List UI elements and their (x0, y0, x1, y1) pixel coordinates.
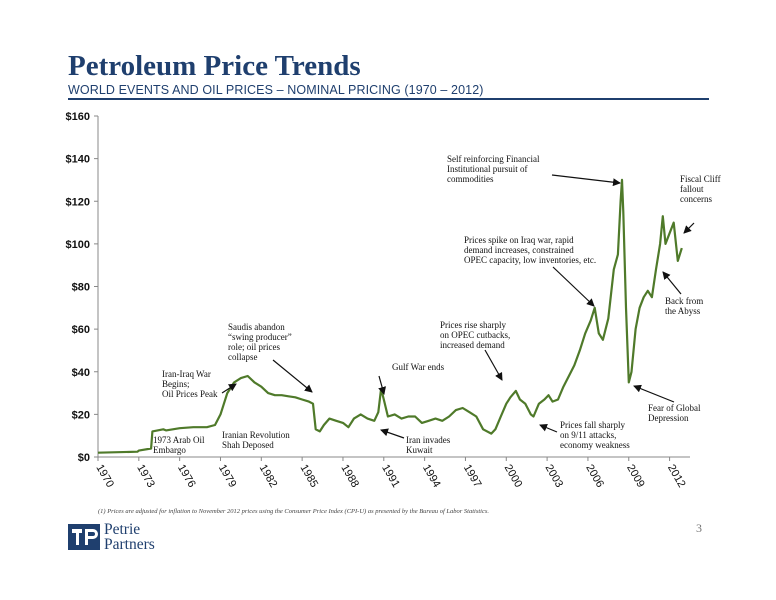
x-tick-label: 1970 (93, 463, 116, 490)
series-line (97, 178, 683, 454)
annotation-label: Self reinforcing Financial Institutional … (447, 154, 540, 184)
annotation-arrow (221, 383, 237, 394)
y-tick-label: $20 (72, 409, 90, 421)
y-tick-label: $160 (66, 111, 90, 123)
annotation-line: Begins; (162, 379, 190, 389)
annotation-line: Back from (665, 296, 703, 306)
annotation-label: Gulf War ends (392, 362, 445, 372)
chart-axes (94, 115, 690, 461)
annotation-line: Iran-Iraq War (162, 369, 211, 379)
annotation-label: Iran-Iraq War Begins; Oil Prices Peak (162, 369, 218, 399)
annotation-line: Self reinforcing Financial (447, 154, 540, 164)
annotation-label: 1973 Arab Oil Embargo (153, 435, 205, 455)
x-tick-label: 1997 (461, 463, 484, 490)
annotation-arrow (552, 266, 595, 307)
x-tick-label: 2000 (502, 463, 525, 490)
annotation-line: role; oil prices (228, 342, 280, 352)
x-tick-label: 2003 (543, 463, 566, 490)
y-tick-label: $0 (78, 452, 90, 464)
x-tick-label: 1982 (257, 463, 280, 490)
x-tick-label: 1988 (338, 463, 361, 490)
annotation-line: Prices spike on Iraq war, rapid (464, 235, 574, 245)
annotation-line: Embargo (153, 445, 186, 455)
annotation-line: commodities (447, 174, 494, 184)
annotation-line: collapse (228, 352, 258, 362)
annotation-line: Fear of Global (648, 403, 701, 413)
price-series (97, 178, 683, 454)
x-tick-label: 2006 (583, 463, 606, 490)
annotation-label: Fear of Global Depression (648, 403, 701, 423)
annotation-line: on 9/11 attacks, (560, 430, 616, 440)
annotation-line: fallout (680, 184, 704, 194)
annotation-line: Shah Deposed (222, 440, 274, 450)
annotation-label: Prices rise sharply on OPEC cutbacks, incr… (440, 320, 510, 350)
annotation-line: Gulf War ends (392, 362, 445, 372)
annotation-label: Prices spike on Iraq war, rapid demand in… (464, 235, 596, 265)
annotation-label: Iranian Revolution Shah Deposed (222, 430, 290, 450)
y-axis-labels: $0 $20 $40 $60 $80 $100 $120 $140 $160 (66, 111, 90, 464)
annotation-arrows (221, 174, 695, 439)
x-tick-label: 2012 (665, 463, 688, 490)
annotation-line: demand increases, constrained (464, 245, 574, 255)
annotation-arrow (378, 375, 386, 395)
logo-text: Petrie Partners (104, 521, 155, 553)
y-tick-label: $140 (66, 154, 90, 166)
annotation-line: Depression (648, 413, 689, 423)
annotation-arrow (683, 222, 695, 234)
annotation-arrow (484, 349, 503, 381)
annotations: 1973 Arab Oil Embargo Iran-Iraq War Begins;… (153, 154, 721, 455)
x-tick-label: 1985 (298, 463, 321, 490)
annotation-line: OPEC capacity, low inventories, etc. (464, 255, 596, 265)
annotation-line: Prices rise sharply (440, 320, 506, 330)
annotation-line: Oil Prices Peak (162, 389, 218, 399)
x-tick-label: 1973 (134, 463, 157, 490)
x-tick-label: 1976 (175, 463, 198, 490)
oil-price-chart: $0$20$40$60$80$100$120$140$160 1970 1973 1… (66, 111, 721, 490)
annotation-line: on OPEC cutbacks, (440, 330, 510, 340)
logo-line2: Partners (104, 536, 155, 553)
footnote: (1) Prices are adjusted for inflation to… (98, 508, 490, 515)
logo-mark-icon (68, 524, 100, 550)
y-tick-label: $120 (66, 196, 90, 208)
y-tick-label: $60 (72, 324, 90, 336)
annotation-arrow (633, 384, 675, 403)
annotation-line: Iran invades (406, 435, 451, 445)
x-tick-label: 1994 (420, 463, 443, 490)
x-tick-label: 1979 (216, 463, 239, 490)
page-title: Petroleum Price Trends (68, 50, 361, 82)
logo-line1: Petrie (104, 521, 141, 538)
annotation-line: economy weakness (560, 440, 630, 450)
x-tick-label: 2009 (624, 463, 647, 490)
annotation-line: the Abyss (665, 306, 701, 316)
annotation-label: Back from the Abyss (665, 296, 703, 316)
annotation-arrow (272, 359, 313, 393)
annotation-label: Prices fall sharply on 9/11 attacks, econo… (560, 420, 630, 450)
annotation-arrow (662, 271, 682, 295)
annotation-line: Institutional pursuit of (447, 164, 528, 174)
annotation-arrow (539, 423, 558, 433)
annotation-line: Prices fall sharply (560, 420, 625, 430)
annotation-line: Kuwait (406, 445, 433, 455)
page-subtitle: WORLD EVENTS AND OIL PRICES – NOMINAL PR… (68, 83, 484, 97)
annotation-line: Iranian Revolution (222, 430, 290, 440)
annotation-line: Saudis abandon (228, 322, 285, 332)
title-rule (68, 98, 709, 100)
annotation-label: Iran invades Kuwait (406, 435, 451, 455)
annotation-label: Fiscal Cliff fallout concerns (680, 174, 721, 204)
annotation-line: concerns (680, 194, 712, 204)
x-tick-label: 1991 (379, 463, 402, 490)
annotation-line: “swing producer” (228, 332, 292, 342)
annotation-arrow (551, 174, 621, 187)
annotation-label: Saudis abandon “swing producer” role; oil … (228, 322, 292, 362)
annotation-line: 1973 Arab Oil (153, 435, 205, 445)
page-number: 3 (696, 521, 702, 535)
x-axis-labels: 1970 1973 1976 1979 1982 1985 1988 1991 1994 1997… (93, 463, 687, 490)
annotation-line: increased demand (440, 340, 505, 350)
annotation-arrow (380, 428, 405, 439)
y-tick-label: $40 (72, 367, 90, 379)
y-tick-label: $100 (66, 239, 90, 251)
y-tick-label: $80 (72, 282, 90, 294)
annotation-line: Fiscal Cliff (680, 174, 721, 184)
